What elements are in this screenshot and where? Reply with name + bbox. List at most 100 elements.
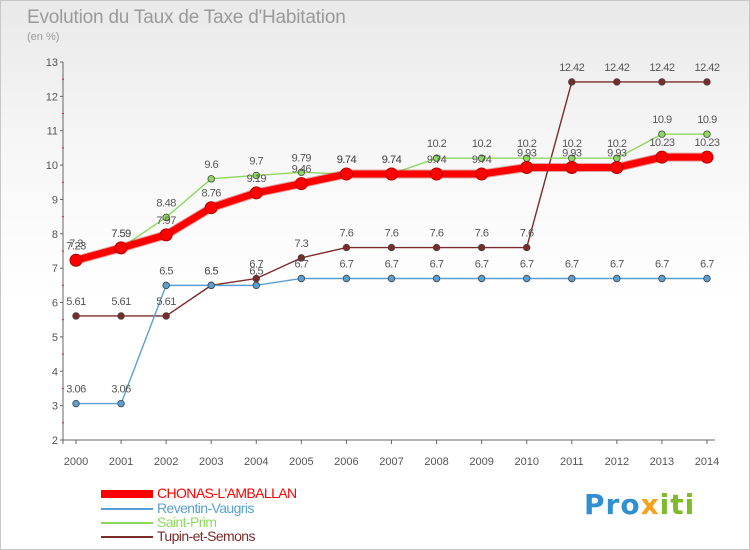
y-tick-label: 8 — [52, 229, 58, 241]
data-label: 9.46 — [292, 164, 312, 176]
data-point — [703, 78, 711, 86]
data-label: 10.2 — [472, 138, 492, 150]
data-label: 6.7 — [520, 258, 534, 270]
data-point — [117, 312, 125, 320]
legend-swatch — [101, 490, 153, 498]
data-point — [69, 253, 83, 267]
data-point — [342, 274, 351, 283]
data-point — [430, 167, 444, 181]
data-point — [297, 254, 306, 262]
brand-logo: Proxiti — [584, 488, 696, 521]
data-label: 7.59 — [111, 228, 131, 240]
data-point — [162, 281, 170, 290]
data-point — [297, 274, 306, 283]
data-point — [432, 274, 441, 283]
data-label: 6.7 — [385, 258, 399, 270]
data-point — [568, 78, 576, 86]
x-tick-label: 2009 — [469, 456, 493, 468]
data-label: 8.48 — [156, 197, 176, 209]
data-label: 7.6 — [340, 228, 354, 240]
data-label: 10.2 — [427, 138, 447, 150]
data-label: 6.5 — [249, 265, 263, 277]
data-point — [387, 243, 396, 252]
data-label: 6.7 — [565, 258, 579, 270]
data-point — [477, 274, 486, 283]
data-point — [342, 243, 351, 252]
data-point — [114, 241, 128, 255]
data-point — [297, 168, 306, 177]
x-tick-label: 2000 — [64, 456, 88, 468]
legend-label: Saint-Prim — [157, 514, 217, 530]
data-point — [117, 399, 125, 408]
data-point — [613, 78, 621, 86]
y-tick-label: 11 — [47, 126, 58, 138]
data-label: 12.42 — [604, 62, 629, 74]
data-label: 12.42 — [559, 62, 584, 74]
data-label: 10.2 — [562, 138, 582, 150]
legend-swatch — [101, 508, 153, 510]
data-label: 3.06 — [111, 384, 131, 396]
series-1 — [72, 274, 711, 408]
y-tick-label: 10 — [46, 160, 58, 172]
data-point — [162, 312, 170, 320]
data-point — [568, 274, 576, 283]
data-label: 7.59 — [111, 228, 131, 240]
y-tick-label: 7 — [52, 263, 58, 275]
data-point — [204, 201, 218, 215]
data-point — [72, 312, 80, 320]
data-point — [565, 160, 579, 174]
data-point — [249, 186, 263, 200]
data-point — [658, 130, 666, 138]
data-label: 7.6 — [520, 228, 534, 240]
data-label: 9.6 — [204, 159, 218, 171]
data-label: 6.7 — [340, 258, 354, 270]
data-label: 9.79 — [292, 152, 312, 164]
legend-swatch — [101, 536, 153, 538]
data-point — [523, 274, 531, 283]
data-label: 6.7 — [249, 258, 263, 270]
legend-label: CHONAS-L'AMBALLAN — [157, 485, 297, 501]
data-point — [610, 160, 624, 174]
y-tick-label: 9 — [52, 194, 58, 206]
data-point — [72, 399, 80, 408]
x-tick-label: 2013 — [650, 456, 674, 468]
data-label: 10.9 — [652, 114, 672, 126]
data-label: 5.61 — [111, 296, 131, 308]
data-label: 10.2 — [517, 138, 537, 150]
data-label: 8.76 — [202, 188, 222, 200]
data-label: 10.23 — [649, 137, 674, 149]
data-point — [207, 175, 215, 183]
data-point — [613, 274, 621, 283]
x-tick-label: 2006 — [334, 456, 358, 468]
series-0 — [69, 150, 714, 267]
data-label: 9.74 — [337, 154, 357, 166]
data-label: 9.93 — [562, 147, 582, 159]
data-label: 7.6 — [385, 228, 399, 240]
legend-swatch — [101, 522, 153, 524]
data-point — [658, 274, 666, 283]
data-label: 6.5 — [159, 265, 173, 277]
series-3 — [72, 78, 711, 320]
data-point — [477, 243, 486, 252]
data-label: 6.5 — [204, 265, 218, 277]
x-tick-label: 2010 — [514, 456, 538, 468]
data-point — [475, 167, 489, 181]
y-tick-label: 5 — [52, 332, 58, 344]
data-label: 9.74 — [382, 154, 402, 166]
data-point — [252, 171, 260, 180]
data-label: 7.97 — [156, 215, 176, 227]
chart-title: Evolution du Taux de Taxe d'Habitation — [27, 7, 346, 28]
legend-label: Reventin-Vaugris — [157, 500, 254, 516]
x-tick-label: 2004 — [244, 456, 268, 468]
data-label: 12.42 — [649, 62, 674, 74]
data-point — [294, 177, 308, 191]
data-label: 9.74 — [472, 154, 492, 166]
data-point — [520, 160, 534, 174]
data-point — [387, 274, 396, 283]
data-label: 6.7 — [475, 258, 489, 270]
y-tick-label: 12 — [46, 91, 58, 103]
data-point — [655, 150, 669, 164]
data-point — [252, 281, 260, 290]
data-point — [477, 154, 486, 162]
